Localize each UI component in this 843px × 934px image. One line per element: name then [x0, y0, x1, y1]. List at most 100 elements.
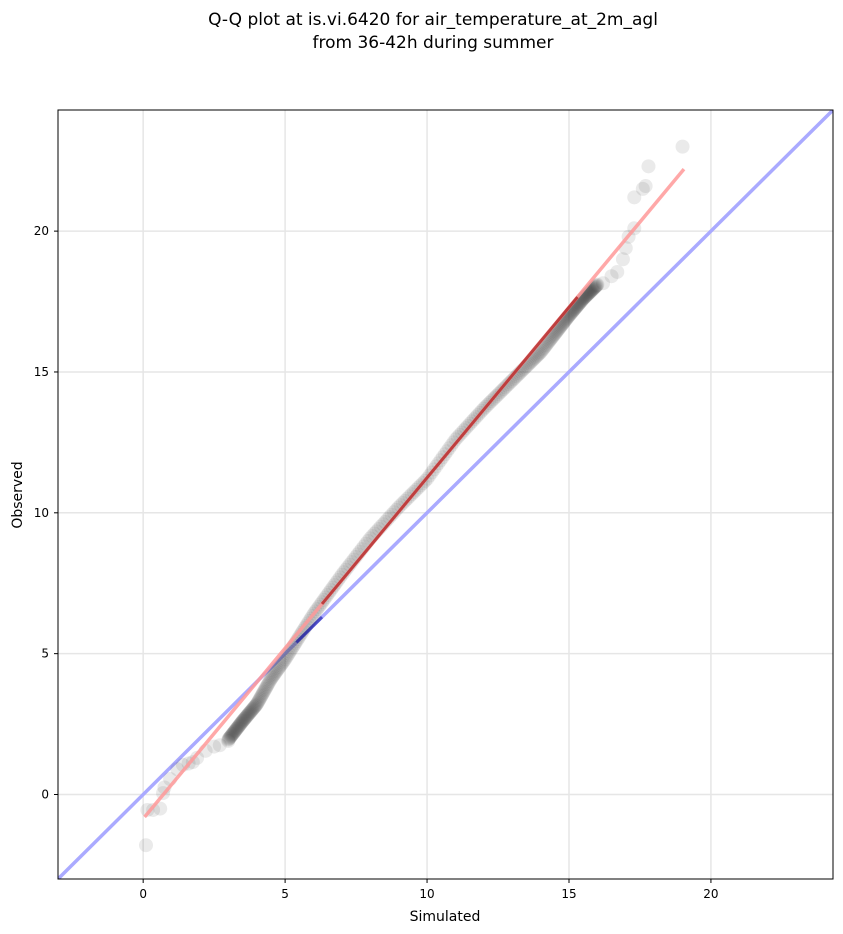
outlier-point [641, 159, 656, 174]
quantile-point [241, 707, 256, 722]
quantile-point [231, 719, 246, 734]
quantile-point [590, 277, 605, 292]
quantile-point [535, 342, 550, 357]
x-tick-label: 5 [281, 887, 289, 901]
outlier-point [627, 190, 642, 205]
data-points [139, 139, 690, 853]
quantile-point [448, 432, 463, 447]
quantile-point [263, 672, 278, 687]
y-tick-label: 10 [34, 506, 49, 520]
quantile-point [224, 728, 239, 743]
quantile-point [331, 572, 346, 587]
quantile-point [249, 697, 264, 712]
quantile-point [221, 732, 236, 747]
y-axis-label: Observed [10, 461, 26, 528]
quantile-point [265, 669, 280, 684]
identity-line-overlap [295, 615, 324, 644]
quantile-point [248, 698, 263, 713]
quantile-point [254, 689, 269, 704]
quantile-point [278, 652, 293, 667]
quantile-point [270, 662, 285, 677]
quantile-point [389, 502, 404, 517]
outlier-point [638, 179, 653, 194]
quantile-point [533, 345, 548, 360]
quantile-point [252, 693, 267, 708]
x-axis-label: Simulated [410, 909, 481, 925]
quantile-point [258, 681, 273, 696]
quantile-point [225, 727, 240, 742]
quantile-point [261, 675, 276, 690]
quantile-point [499, 378, 514, 393]
quantile-point [498, 380, 513, 395]
fit-line-layer [143, 168, 686, 819]
quantile-point [245, 702, 260, 717]
quantile-point [393, 498, 408, 513]
quantile-point [225, 726, 240, 741]
quantile-point [450, 430, 465, 445]
quantile-point [271, 661, 286, 676]
y-tick-label: 20 [34, 224, 49, 238]
quantile-point [226, 726, 241, 741]
quantile-point [256, 684, 271, 699]
quantile-point [264, 671, 279, 686]
quantile-point [586, 281, 601, 296]
identity-line-layer [58, 110, 833, 879]
quantile-point [329, 575, 344, 590]
outlier-point [190, 750, 205, 765]
quantile-point [238, 710, 253, 725]
quantile-point [221, 731, 236, 746]
quantile-point [257, 683, 272, 698]
quantile-point [589, 278, 604, 293]
outlier-point [207, 739, 222, 754]
quantile-point [252, 691, 267, 706]
quantile-point [273, 658, 288, 673]
quantile-point [231, 718, 246, 733]
quantile-point [245, 702, 260, 717]
quantile-point [241, 706, 256, 721]
quantile-point [244, 703, 259, 718]
quantile-point [503, 375, 518, 390]
quantile-point [504, 373, 519, 388]
outlier-point [212, 738, 227, 753]
y-tick-label: 5 [41, 647, 49, 661]
x-axis-ticks: 0 5 10 15 20 [139, 879, 719, 901]
quantile-point [239, 709, 254, 724]
outlier-point [635, 181, 650, 196]
quantile-point [237, 712, 252, 727]
quantile-point [222, 730, 237, 745]
outlier-point [604, 269, 619, 284]
quantile-point [235, 714, 250, 729]
outlier-point [675, 139, 690, 154]
quantile-point [255, 687, 270, 702]
outlier-point [221, 733, 236, 748]
x-tick-label: 0 [139, 887, 147, 901]
outlier-point [139, 838, 154, 853]
quantile-point [247, 700, 262, 715]
x-tick-label: 15 [561, 887, 576, 901]
chart-title-line-2: from 36-42h during summer [313, 33, 554, 53]
quantile-point [247, 699, 262, 714]
quantile-point [327, 578, 342, 593]
quantile-point [249, 696, 264, 711]
quantile-point [255, 686, 270, 701]
quantile-point [260, 678, 275, 693]
quantile-point [391, 500, 406, 515]
quantile-point [234, 715, 249, 730]
grid-lines [58, 110, 833, 879]
quantile-point [277, 653, 292, 668]
quantile-point [589, 278, 604, 293]
quantile-point [259, 680, 274, 695]
quantile-point [237, 711, 252, 726]
quantile-point [223, 729, 238, 744]
quantile-point [588, 279, 603, 294]
quantile-point [226, 725, 241, 740]
quantile-point [230, 720, 245, 735]
y-axis-ticks: 0 5 10 15 20 [34, 224, 58, 801]
quantile-point [243, 705, 258, 720]
quantile-point [234, 715, 249, 730]
quantile-point [236, 713, 251, 728]
quantile-point [224, 728, 239, 743]
outlier-point [615, 252, 630, 267]
quantile-point [229, 722, 244, 737]
